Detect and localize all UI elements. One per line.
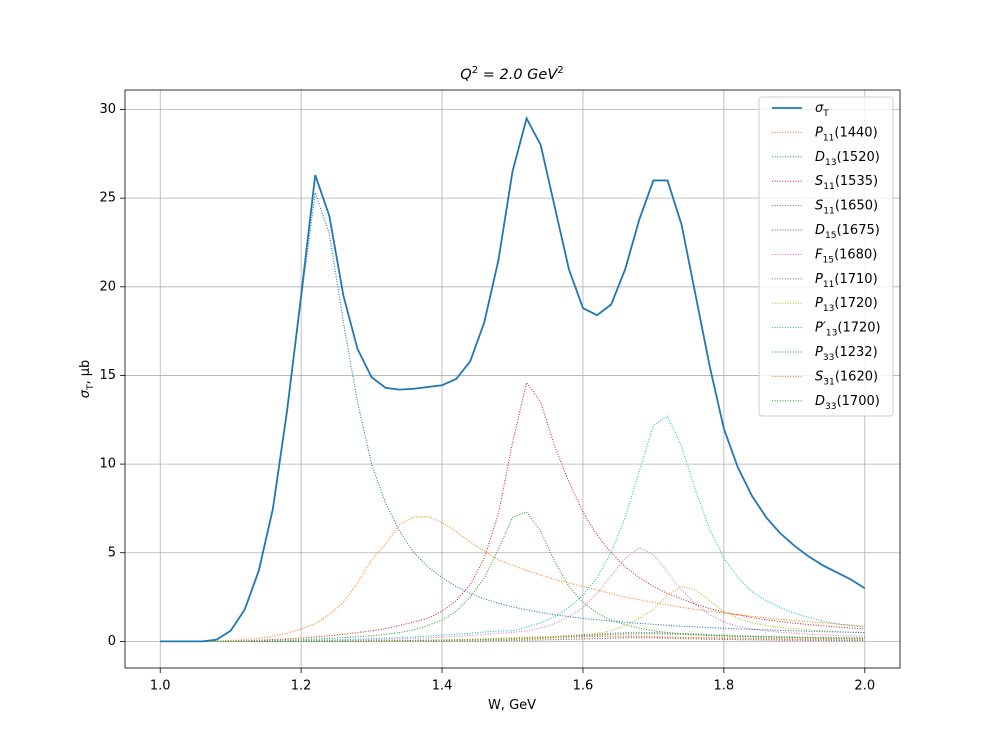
x-tick-label: 1.4 — [432, 679, 453, 694]
legend-label: P11(1710) — [815, 271, 878, 289]
legend-label: D33(1700) — [815, 393, 880, 411]
series-line — [160, 633, 865, 642]
y-tick-label: 20 — [99, 279, 116, 294]
y-tick-label: 10 — [99, 457, 116, 472]
legend-box — [758, 96, 894, 417]
series-line — [160, 515, 865, 642]
y-tick-label: 25 — [99, 191, 116, 206]
x-tick-label: 1.8 — [714, 679, 735, 694]
legend-label: D13(1520) — [815, 149, 880, 167]
axes-frame — [124, 89, 901, 669]
y-tick-label: 5 — [108, 545, 116, 560]
legend-label: F15(1680) — [815, 247, 877, 265]
x-axis-label: W, GeV — [488, 698, 536, 713]
legend-label: P33(1232) — [815, 345, 878, 363]
legend-label: P13(1720) — [815, 296, 878, 314]
chart-title: Q2 = 2.0 GeV2 — [460, 65, 563, 84]
x-tick-label: 1.2 — [291, 679, 312, 694]
series-line — [160, 381, 865, 642]
x-tick-label: 2.0 — [854, 679, 875, 694]
legend-label: S11(1535) — [815, 174, 878, 192]
legend-label: S31(1620) — [815, 369, 878, 387]
y-tick-label: 30 — [99, 102, 116, 117]
x-tick-label: 1.6 — [573, 679, 594, 694]
legend-label: D15(1675) — [815, 223, 880, 241]
x-tick-label: 1.0 — [150, 679, 171, 694]
series-line — [160, 115, 866, 643]
y-axis-label: σT, μb — [78, 360, 96, 399]
legend-label: σT — [815, 101, 829, 119]
legend-label: P′13(1720) — [815, 320, 881, 338]
y-tick-label: 15 — [99, 368, 116, 383]
y-tick-label: 0 — [108, 634, 116, 649]
legend-label: P11(1440) — [815, 125, 878, 143]
legend-label: S11(1650) — [815, 198, 878, 216]
